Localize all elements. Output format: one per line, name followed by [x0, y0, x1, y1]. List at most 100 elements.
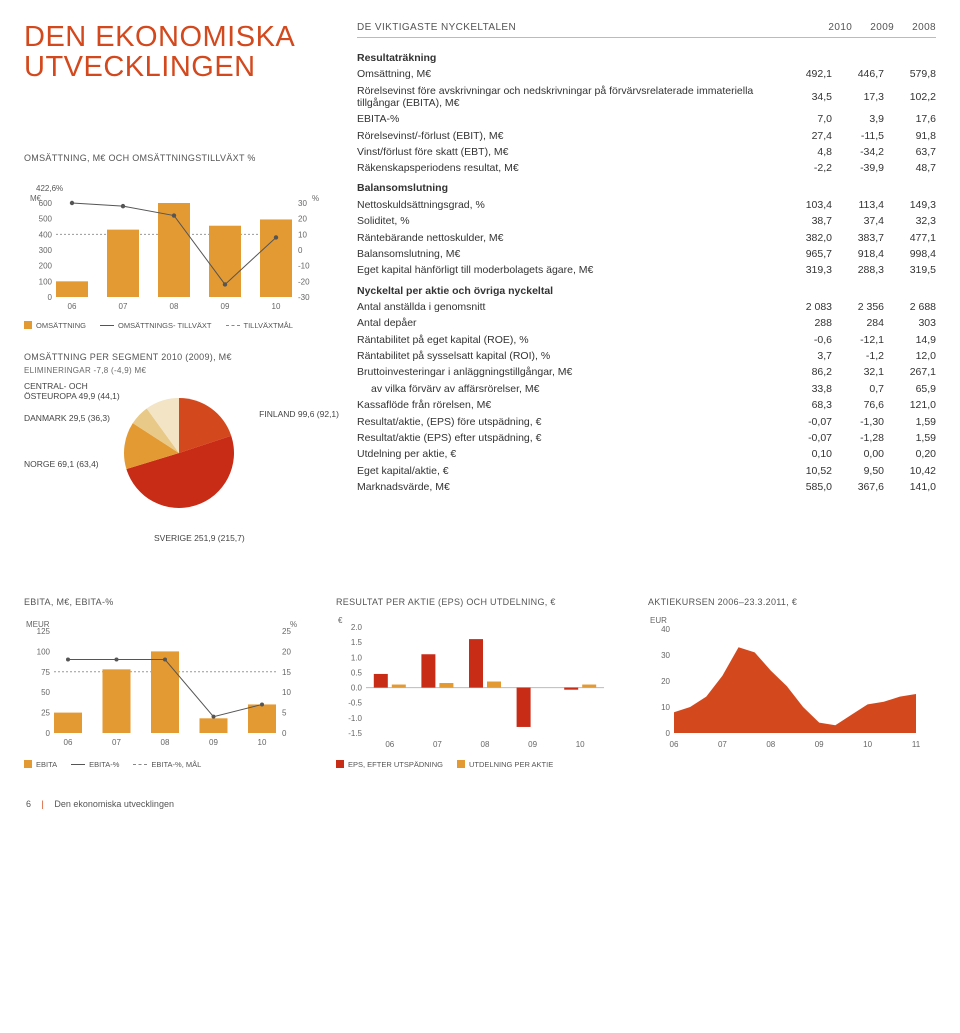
svg-text:200: 200: [39, 262, 53, 271]
kpi-label: EBITA-%: [357, 111, 780, 127]
kpi-value: 319,3: [780, 262, 832, 278]
chart1-svg: 422,6% 60050040030020010003020100-10-20-…: [24, 167, 324, 317]
c3-lb: EBITA: [36, 760, 57, 769]
chart1-callout: 422,6%: [36, 184, 63, 193]
svg-text:10: 10: [661, 703, 670, 712]
kpi-value: 3,7: [780, 348, 832, 364]
kpi-label: Bruttoinvesteringar i anläggningstillgån…: [357, 364, 780, 380]
chart-turnover: OMSÄTTNING, M€ OCH OMSÄTTNINGSTILLVÄXT %…: [24, 153, 339, 330]
svg-text:15: 15: [282, 668, 291, 677]
kpi-value: 579,8: [884, 66, 936, 82]
chart1-right-unit: %: [312, 194, 319, 203]
kpi-value: 86,2: [780, 364, 832, 380]
legend-line: OMSÄTTNINGS- TILLVÄXT: [118, 321, 212, 330]
svg-text:08: 08: [170, 302, 179, 311]
svg-text:-30: -30: [298, 293, 310, 302]
kpi-value: 76,6: [832, 397, 884, 413]
svg-text:0: 0: [48, 293, 53, 302]
kpi-value: 33,8: [780, 381, 832, 397]
svg-text:06: 06: [68, 302, 77, 311]
kpi-section: Resultaträkning: [357, 46, 936, 66]
pie-label-dk: DANMARK 29,5 (36,3): [24, 413, 110, 423]
c4-la: EPS, EFTER UTSPÄDNING: [348, 760, 443, 769]
kpi-value: 585,0: [780, 479, 832, 495]
kpi-value: 91,8: [884, 127, 936, 143]
kpi-value: 0,00: [832, 446, 884, 462]
kpi-value: 17,3: [832, 83, 884, 111]
svg-text:400: 400: [39, 230, 53, 239]
kpi-value: 65,9: [884, 381, 936, 397]
kpi-label: Resultat/aktie (EPS) efter utspädning, €: [357, 430, 780, 446]
svg-text:09: 09: [815, 740, 824, 749]
chart1-left-unit: M€: [30, 194, 42, 203]
kpi-value: 14,9: [884, 331, 936, 347]
kpi-label: Vinst/förlust före skatt (EBT), M€: [357, 144, 780, 160]
kpi-value: 32,3: [884, 213, 936, 229]
chart-stock: AKTIEKURSEN 2006–23.3.2011, € 403020100 …: [648, 597, 936, 769]
svg-text:300: 300: [39, 246, 53, 255]
kpi-label: av vilka förvärv av affärsrörelser, M€: [357, 381, 780, 397]
pie-label-ce: CENTRAL- OCH ÖSTEUROPA 49,9 (44,1): [24, 381, 124, 401]
svg-text:20: 20: [282, 647, 291, 656]
kpi-section: Nyckeltal per aktie och övriga nyckeltal: [357, 279, 936, 299]
kpi-value: -11,5: [832, 127, 884, 143]
kpi-table: ResultaträkningOmsättning, M€492,1446,75…: [357, 46, 936, 495]
kpi-value: 288,3: [832, 262, 884, 278]
page-number: 6: [26, 799, 31, 809]
svg-text:08: 08: [766, 740, 775, 749]
pie-label-se: SVERIGE 251,9 (215,7): [154, 533, 245, 543]
kpi-label: Räntabilitet på eget kapital (ROE), %: [357, 331, 780, 347]
kpi-y3: 2008: [912, 22, 936, 33]
kpi-label: Eget kapital/aktie, €: [357, 462, 780, 478]
chart-eps: RESULTAT PER AKTIE (EPS) OCH UTDELNING, …: [336, 597, 624, 769]
chart4-title: RESULTAT PER AKTIE (EPS) OCH UTDELNING, …: [336, 597, 624, 607]
svg-text:30: 30: [298, 199, 307, 208]
kpi-value: -12,1: [832, 331, 884, 347]
chart-segments: OMSÄTTNING PER SEGMENT 2010 (2009), M€ E…: [24, 352, 339, 551]
chart5-title: AKTIEKURSEN 2006–23.3.2011, €: [648, 597, 936, 607]
kpi-value: -1,28: [832, 430, 884, 446]
kpi-value: 303: [884, 315, 936, 331]
svg-text:10: 10: [576, 740, 585, 749]
chart2-title: OMSÄTTNING PER SEGMENT 2010 (2009), M€: [24, 352, 339, 362]
kpi-value: 288: [780, 315, 832, 331]
svg-text:07: 07: [718, 740, 727, 749]
c4-lb: UTDELNING PER AKTIE: [469, 760, 553, 769]
kpi-value: 103,4: [780, 197, 832, 213]
chart4-svg: 2.01.51.00.50.0-0.5-1.0-1.5 0607080910 €: [336, 611, 616, 756]
svg-text:0.0: 0.0: [351, 683, 363, 692]
kpi-value: 477,1: [884, 229, 936, 245]
svg-text:08: 08: [161, 738, 170, 747]
kpi-value: 965,7: [780, 246, 832, 262]
kpi-section: Balansomslutning: [357, 176, 936, 196]
page-footer: 6 | Den ekonomiska utvecklingen: [24, 799, 936, 809]
kpi-label: Räkenskapsperiodens resultat, M€: [357, 160, 780, 176]
svg-text:06: 06: [64, 738, 73, 747]
svg-text:11: 11: [912, 740, 921, 749]
kpi-value: 2 356: [832, 299, 884, 315]
svg-text:30: 30: [661, 651, 670, 660]
kpi-value: 4,8: [780, 144, 832, 160]
kpi-value: 367,6: [832, 479, 884, 495]
kpi-value: 0,20: [884, 446, 936, 462]
kpi-value: 267,1: [884, 364, 936, 380]
kpi-value: 149,3: [884, 197, 936, 213]
page-title: DEN EKONOMISKA UTVECKLINGEN: [24, 22, 339, 83]
kpi-header: DE VIKTIGASTE NYCKELTALEN 2010 2009 2008: [357, 22, 936, 38]
legend-dash: TILLVÄXTMÅL: [244, 321, 293, 330]
kpi-value: 1,59: [884, 413, 936, 429]
kpi-value: 0,10: [780, 446, 832, 462]
kpi-value: 9,50: [832, 462, 884, 478]
svg-text:0: 0: [666, 729, 671, 738]
kpi-value: 38,7: [780, 213, 832, 229]
c3-ll: EBITA-%: [89, 760, 119, 769]
svg-text:-1.0: -1.0: [348, 714, 362, 723]
legend-bars: OMSÄTTNING: [36, 321, 86, 330]
kpi-value: 492,1: [780, 66, 832, 82]
kpi-label: Utdelning per aktie, €: [357, 446, 780, 462]
chart-ebita: EBITA, M€, EBITA-% 125100755025025201510…: [24, 597, 312, 769]
kpi-value: 10,52: [780, 462, 832, 478]
svg-text:10: 10: [298, 230, 307, 239]
kpi-value: 1,59: [884, 430, 936, 446]
kpi-label: Soliditet, %: [357, 213, 780, 229]
